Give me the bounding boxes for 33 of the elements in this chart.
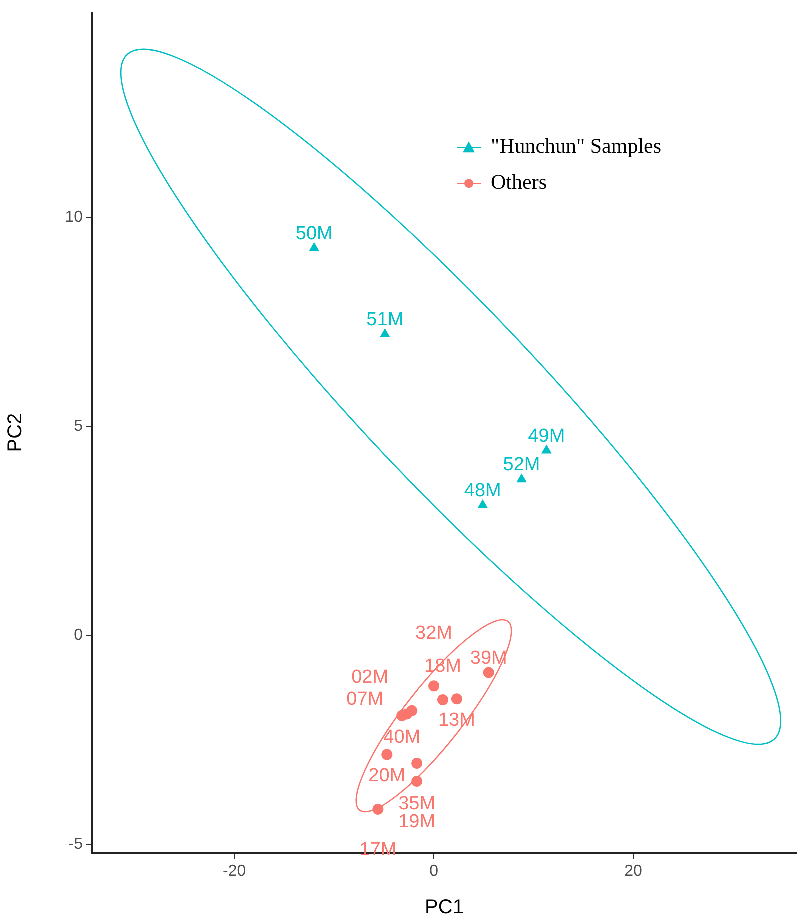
annotation: 52M — [503, 454, 540, 476]
annotation: 02M — [352, 666, 389, 688]
point — [483, 667, 494, 678]
point — [428, 680, 440, 692]
y-tick-label: 5 — [74, 418, 84, 435]
annotation: 49M — [528, 426, 566, 447]
y-axis-title: PC2 — [4, 413, 27, 452]
point — [380, 329, 390, 338]
point — [478, 500, 488, 509]
annotation: 51M — [366, 310, 404, 331]
point — [382, 749, 393, 760]
annotation: 40M — [384, 726, 421, 748]
point — [516, 474, 527, 483]
annotation: 07M — [346, 689, 384, 710]
point — [542, 445, 552, 454]
annotation: 20M — [368, 766, 406, 787]
annotation: 50M — [296, 223, 333, 244]
annotation: 32M — [416, 623, 453, 644]
y-tick-label: -5 — [68, 836, 84, 854]
point — [406, 705, 418, 716]
point — [438, 694, 449, 706]
x-tick-label: -20 — [223, 863, 246, 880]
x-tick-label: 20 — [624, 863, 642, 880]
y-tick-label: 0 — [74, 626, 84, 644]
point — [451, 694, 462, 705]
point — [310, 242, 320, 252]
y-tick-label: 10 — [65, 208, 84, 226]
annotation: 48M — [464, 480, 502, 502]
point — [412, 758, 423, 770]
legend-label: "Hunchun" Samples — [491, 134, 662, 158]
legend-label: Others — [491, 170, 547, 194]
x-axis-title: PC1 — [425, 896, 464, 919]
x-tick-label: 0 — [430, 863, 439, 880]
